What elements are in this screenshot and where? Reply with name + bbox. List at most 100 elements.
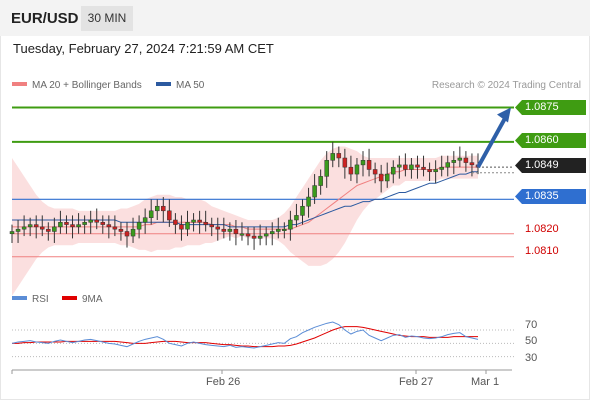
target-1-tag: 1.0860: [515, 133, 586, 148]
candle-body: [227, 228, 233, 232]
candle-body: [427, 169, 432, 173]
candle-body: [27, 224, 33, 228]
candle-body: [221, 228, 227, 232]
candle-body: [457, 157, 463, 161]
x-tick-feb27: Feb 27: [399, 376, 434, 388]
candle-body: [384, 173, 390, 182]
9ma-swatch: [62, 296, 77, 301]
candle-body: [360, 160, 366, 166]
candle-body: [185, 222, 190, 230]
candle-body: [191, 219, 196, 223]
research-credit: Research © 2024 Trading Central: [431, 80, 581, 91]
candle-body: [33, 224, 39, 228]
candle-body: [342, 157, 348, 168]
candle-body: [40, 226, 45, 230]
candle-body: [451, 160, 457, 163]
candle-body: [263, 233, 269, 237]
rsi-line: [11, 321, 479, 349]
candle-body: [64, 222, 69, 225]
support-2-tag: 1.0810: [525, 245, 559, 257]
candle-body: [336, 153, 342, 159]
candle-body: [306, 196, 311, 207]
candle-body: [463, 157, 469, 163]
symbol-title: EUR/USD: [11, 10, 79, 27]
legend-ma20: MA 20 + Bollinger Bands: [12, 80, 142, 91]
timestamp: Tuesday, February 27, 2024 7:21:59 AM CE…: [13, 41, 274, 56]
candle-body: [173, 219, 178, 225]
candle-body: [415, 164, 420, 168]
candle-body: [118, 228, 124, 232]
candle-body: [88, 219, 93, 223]
x-tick-mar1: Mar 1: [471, 376, 500, 388]
target-2-tag: 1.0875: [515, 100, 586, 115]
rsi-label: RSI: [32, 294, 49, 305]
candle-body: [70, 224, 75, 228]
rsi-tick-50: 50: [525, 335, 538, 347]
candle-body: [130, 228, 136, 237]
candle-body: [154, 205, 160, 212]
rsi-tick-30: 30: [525, 352, 538, 364]
candle-body: [251, 235, 257, 239]
candle-body: [294, 215, 299, 221]
candle-body: [312, 185, 317, 198]
pivot-tag: 1.0835: [515, 189, 586, 204]
candle-body: [354, 164, 360, 175]
projection-arrow-shaft: [476, 115, 508, 169]
rsi-swatch: [12, 296, 27, 301]
legend-ma50: MA 50: [156, 80, 204, 91]
candle-body: [167, 210, 172, 221]
ma20-line: [12, 166, 478, 230]
timeframe-button[interactable]: 30 MIN: [81, 6, 133, 31]
candle-body: [245, 233, 251, 237]
candle-body: [300, 205, 305, 216]
candle-body: [215, 226, 221, 230]
candle-body: [403, 164, 408, 170]
candle-body: [161, 205, 166, 212]
candle-body: [15, 228, 21, 232]
candle-body: [421, 166, 426, 170]
candle-body: [94, 219, 99, 223]
candle-body: [52, 226, 57, 232]
candle-body: [257, 235, 263, 239]
candle-body: [100, 222, 106, 225]
candle-body: [179, 224, 184, 230]
projection-arrow-head: [497, 107, 511, 123]
ma50-label: MA 50: [176, 80, 205, 91]
candle-body: [124, 231, 130, 237]
candle-body: [233, 228, 239, 235]
top-bar: EUR/USD 30 MIN: [0, 0, 590, 36]
candle-body: [318, 176, 323, 186]
candle-body: [288, 219, 293, 230]
x-tick-feb26: Feb 26: [206, 376, 241, 388]
candle-body: [82, 222, 87, 225]
9ma-label: 9MA: [82, 294, 103, 305]
candle-body: [112, 226, 118, 230]
candle-body: [58, 222, 63, 228]
candle-body: [209, 224, 214, 228]
candle-body: [469, 162, 475, 166]
candle-body: [136, 222, 142, 230]
candle-body: [372, 169, 378, 175]
candle-body: [21, 226, 27, 230]
candle-body: [276, 228, 281, 232]
rsi-tick-70: 70: [525, 319, 538, 331]
candle-body: [203, 222, 208, 225]
candle-body: [439, 166, 444, 170]
ma50-swatch: [156, 82, 171, 87]
legend-9ma: 9MA: [62, 294, 103, 305]
candle-body: [397, 164, 402, 168]
candle-body: [282, 228, 287, 231]
candle-body: [269, 231, 275, 235]
support-1-tag: 1.0820: [525, 223, 559, 235]
candle-body: [9, 231, 15, 235]
candle-body: [366, 160, 372, 170]
candle-body: [239, 233, 245, 236]
candle-body: [330, 153, 336, 161]
ma20-label: MA 20 + Bollinger Bands: [32, 80, 142, 91]
bollinger-band: [12, 146, 478, 296]
candle-body: [433, 169, 438, 173]
candle-body: [378, 173, 384, 182]
ma20-swatch: [12, 82, 27, 87]
candle-body: [391, 166, 396, 175]
